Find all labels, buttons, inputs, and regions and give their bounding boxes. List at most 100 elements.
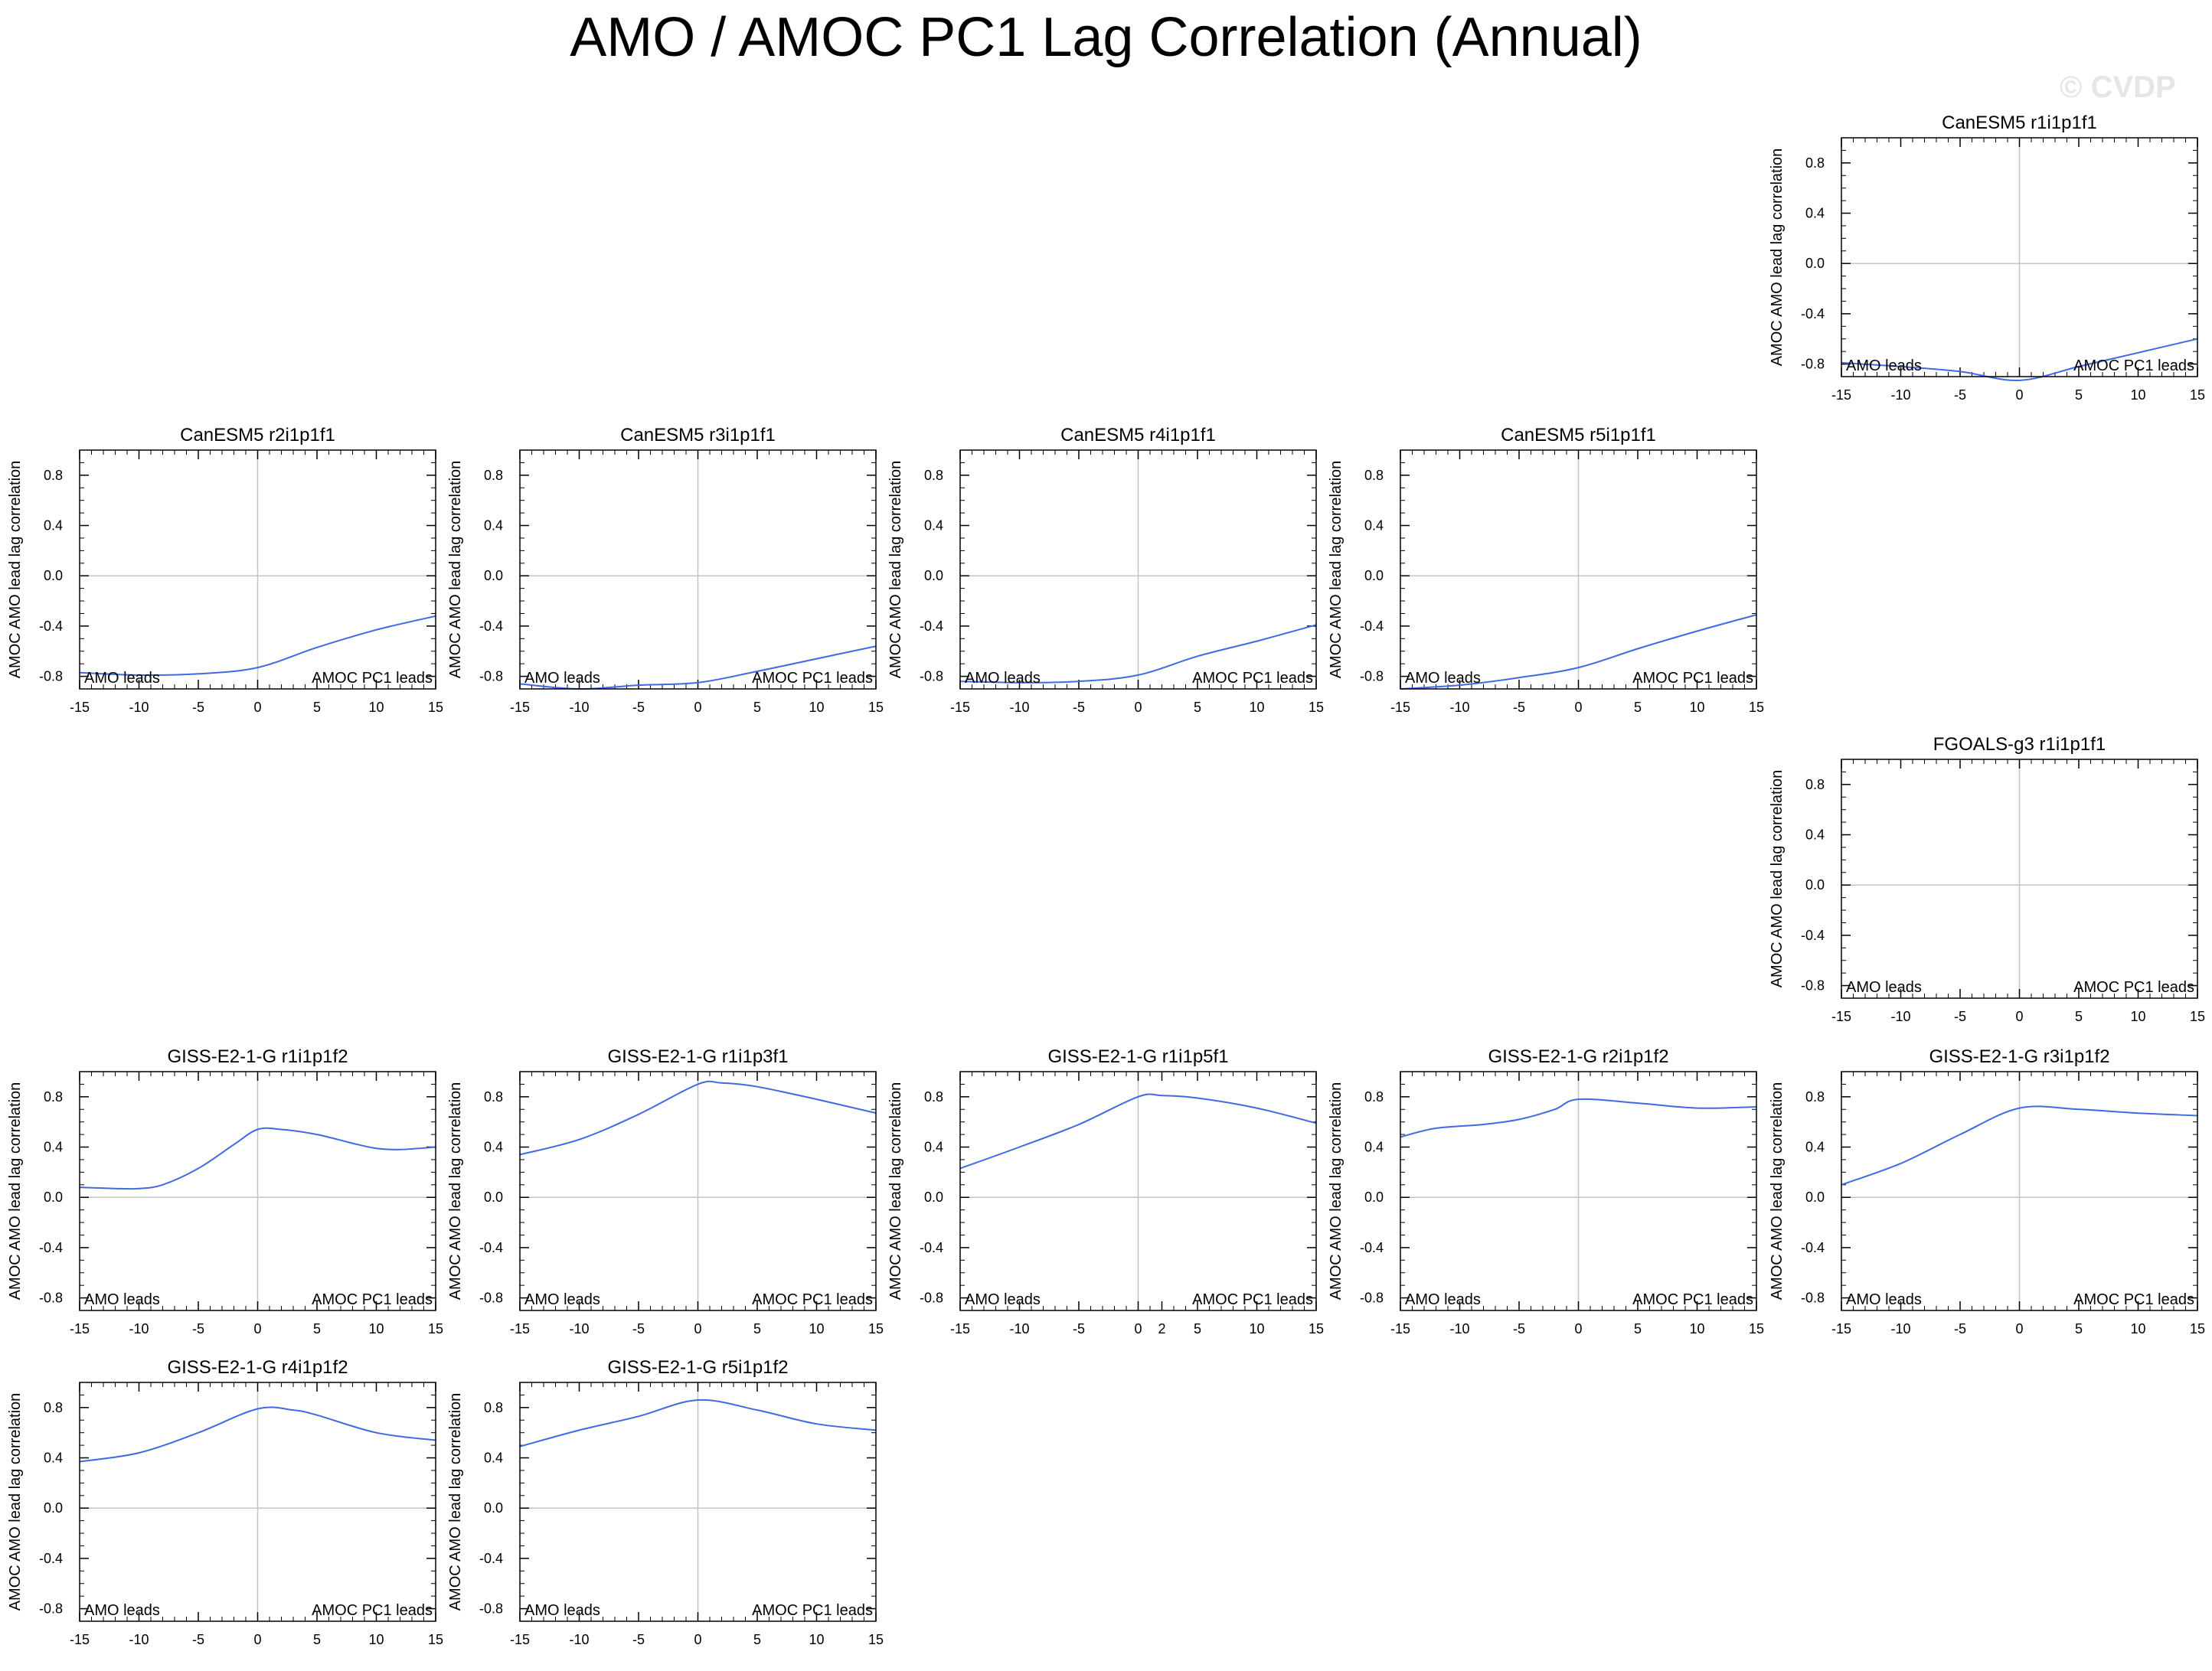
plot-frame	[1841, 137, 2198, 377]
y-axis-label: AMOC AMO lead lag correlation	[447, 1393, 464, 1611]
right-annotation: AMOC PC1 leads	[312, 670, 433, 687]
x-tick-label: -10	[569, 700, 589, 715]
panel-title: GISS-E2-1-G r4i1p1f2	[167, 1357, 348, 1378]
x-tick-label: -15	[950, 1321, 970, 1336]
panel-title: FGOALS-g3 r1i1p1f1	[1933, 734, 2106, 755]
right-annotation: AMOC PC1 leads	[1192, 670, 1313, 687]
panel-title: CanESM5 r3i1p1f1	[620, 425, 776, 445]
y-tick-label: 0.0	[484, 1190, 503, 1205]
x-tick-label: -15	[950, 700, 970, 715]
x-tick-label: -5	[192, 700, 204, 715]
x-tick-label: 10	[1249, 700, 1264, 715]
left-annotation: AMO leads	[524, 670, 600, 687]
panel-title: GISS-E2-1-G r1i1p5f1	[1047, 1046, 1228, 1067]
right-annotation: AMOC PC1 leads	[1632, 1291, 1753, 1308]
y-tick-label: -0.8	[1360, 1291, 1384, 1306]
x-tick-label: 10	[809, 1321, 824, 1336]
x-tick-label: 15	[2190, 1321, 2205, 1336]
x-tick-label: 15	[868, 1321, 884, 1336]
x-tick-label: -15	[70, 700, 90, 715]
x-tick-label: 10	[2130, 1009, 2145, 1024]
panel-title: GISS-E2-1-G r5i1p1f2	[607, 1357, 788, 1378]
x-tick-label: 0	[253, 1321, 261, 1336]
x-tick-label: -10	[1890, 1321, 1910, 1336]
y-tick-label: 0.4	[924, 518, 943, 534]
x-tick-label: -15	[1831, 1321, 1851, 1336]
x-tick-label: -15	[1390, 1321, 1410, 1336]
x-tick-label: 0	[1134, 700, 1142, 715]
y-tick-label: 0.4	[1805, 827, 1825, 843]
y-tick-label: -0.4	[920, 1240, 943, 1255]
y-tick-label: 0.4	[484, 518, 503, 534]
y-tick-label: 0.4	[924, 1140, 943, 1155]
x-tick-label: -15	[1390, 700, 1410, 715]
left-annotation: AMO leads	[84, 1602, 160, 1619]
y-tick-label: 0.0	[44, 1500, 63, 1516]
x-tick-label: 0	[694, 1321, 701, 1336]
y-tick-label: 0.8	[484, 1089, 503, 1105]
y-tick-label: 0.0	[924, 1190, 943, 1205]
y-tick-label: 0.8	[44, 468, 63, 483]
right-annotation: AMOC PC1 leads	[2073, 979, 2194, 996]
x-tick-label: 5	[313, 700, 321, 715]
x-tick-label: 5	[753, 1632, 761, 1647]
x-tick-label: -10	[129, 1321, 149, 1336]
x-tick-label: -5	[1073, 700, 1085, 715]
y-tick-label: -0.4	[479, 618, 503, 634]
x-tick-label: -10	[1009, 700, 1029, 715]
y-tick-label: -0.8	[39, 669, 63, 684]
plot-frame	[1841, 759, 2198, 999]
right-annotation: AMOC PC1 leads	[2073, 1291, 2194, 1308]
panel: CanESM5 r1i1p1f1 -15 -10 -5 0 5 10 15 -0.8 -0.4 0.…	[1769, 113, 2205, 403]
x-tick-label: 5	[2075, 387, 2083, 403]
y-tick-label: 0.4	[1805, 206, 1825, 221]
left-annotation: AMO leads	[1846, 357, 1922, 374]
panel: GISS-E2-1-G r1i1p3f1 -15 -10 -5 0 5 10 15 -0.8 -0…	[447, 1046, 884, 1336]
panel-title: CanESM5 r4i1p1f1	[1060, 425, 1216, 445]
watermark: © CVDP	[2060, 70, 2176, 104]
left-annotation: AMO leads	[1405, 670, 1481, 687]
y-axis-label: AMOC AMO lead lag correlation	[7, 1082, 24, 1301]
y-tick-label: -0.8	[479, 1291, 503, 1306]
panel: CanESM5 r4i1p1f1 -15 -10 -5 0 5 10 15 -0.8 -0.4 0.…	[887, 425, 1324, 715]
plot-frame	[519, 449, 877, 690]
panel: GISS-E2-1-G r4i1p1f2 -15 -10 -5 0 5 10 15 -0.8 -0…	[7, 1357, 443, 1647]
y-tick-label: -0.8	[39, 1601, 63, 1617]
series-line	[79, 1406, 436, 1463]
panel-title: CanESM5 r5i1p1f1	[1501, 425, 1656, 445]
y-axis-label: AMOC AMO lead lag correlation	[1769, 148, 1786, 367]
y-tick-label: 0.0	[1364, 1190, 1384, 1205]
y-tick-label: 0.4	[44, 1140, 63, 1155]
x-tick-label: 0	[253, 1632, 261, 1647]
plot-frame	[1841, 1071, 2198, 1311]
y-tick-label: 0.4	[484, 1451, 503, 1466]
x-tick-label: -15	[510, 1632, 530, 1647]
panel-title: GISS-E2-1-G r3i1p1f2	[1929, 1046, 2109, 1067]
right-annotation: AMOC PC1 leads	[2073, 357, 2194, 374]
x-tick-label: 5	[1194, 700, 1201, 715]
x-tick-label: -5	[1513, 1321, 1525, 1336]
series-line	[519, 1398, 877, 1447]
panel: FGOALS-g3 r1i1p1f1 -15 -10 -5 0 5 10 15 -0.8 -0.4…	[1769, 734, 2205, 1024]
series-line	[1841, 1105, 2198, 1186]
y-axis-label: AMOC AMO lead lag correlation	[887, 1082, 904, 1301]
series-line	[959, 624, 1317, 684]
x-tick-label: 5	[753, 700, 761, 715]
series-line	[1841, 338, 2198, 381]
y-tick-label: -0.4	[1801, 306, 1825, 321]
x-tick-label: -10	[1890, 1009, 1910, 1024]
x-tick-label: 15	[428, 1632, 443, 1647]
y-tick-label: 0.8	[484, 1400, 503, 1415]
right-annotation: AMOC PC1 leads	[1192, 1291, 1313, 1308]
left-annotation: AMO leads	[524, 1291, 600, 1308]
x-tick-label: 10	[2130, 1321, 2145, 1336]
plot-frame	[519, 1071, 877, 1311]
right-annotation: AMOC PC1 leads	[312, 1291, 433, 1308]
x-tick-label: 2	[1158, 1321, 1165, 1336]
left-annotation: AMO leads	[84, 670, 160, 687]
x-tick-label: 0	[2015, 387, 2023, 403]
x-tick-label: -10	[129, 1632, 149, 1647]
y-tick-label: 0.0	[1364, 568, 1384, 583]
y-tick-label: -0.4	[1360, 1240, 1384, 1255]
